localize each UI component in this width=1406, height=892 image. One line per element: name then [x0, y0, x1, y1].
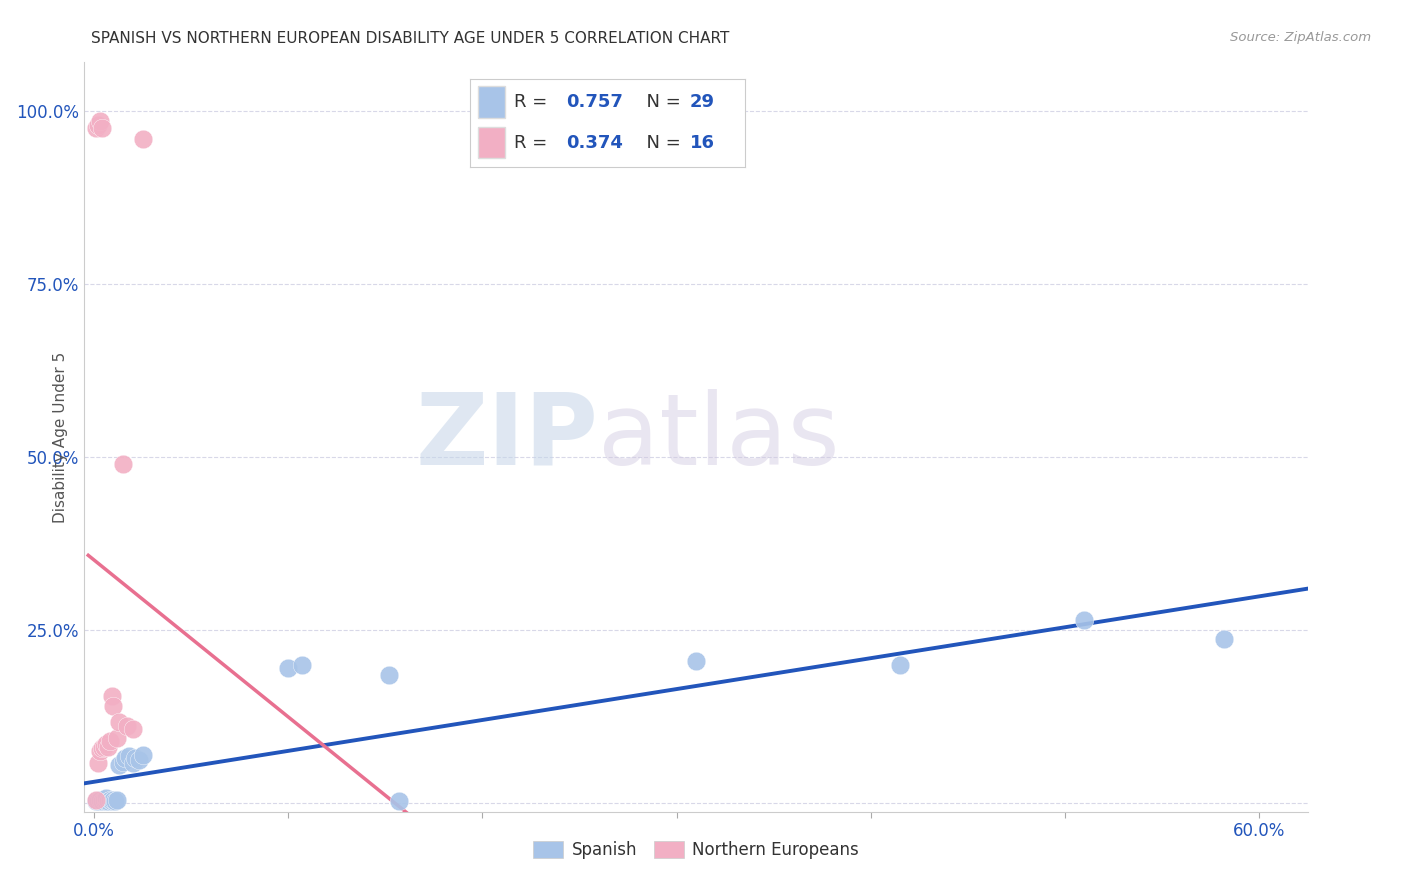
Point	[108, 758, 131, 772]
Point	[103, 699, 125, 714]
Point	[388, 794, 411, 808]
Text: ZIP: ZIP	[415, 389, 598, 485]
Text: atlas: atlas	[598, 389, 839, 485]
Point	[97, 794, 120, 808]
Point	[685, 655, 707, 669]
Point	[104, 794, 127, 808]
Text: Source: ZipAtlas.com: Source: ZipAtlas.com	[1230, 31, 1371, 45]
Point	[98, 793, 121, 807]
Point	[131, 131, 153, 145]
Point	[87, 794, 110, 808]
Point	[105, 793, 128, 807]
Point	[277, 661, 299, 675]
Point	[1073, 613, 1095, 627]
Point	[1213, 632, 1236, 646]
Point	[87, 756, 110, 771]
Point	[124, 751, 146, 765]
Point	[122, 756, 145, 771]
Point	[89, 793, 111, 807]
Point	[84, 793, 107, 807]
Point	[90, 741, 112, 756]
Legend: Spanish, Northern Europeans: Spanish, Northern Europeans	[524, 832, 868, 867]
Point	[84, 794, 107, 808]
Point	[89, 114, 111, 128]
Point	[97, 739, 120, 754]
Point	[112, 755, 135, 769]
Point	[103, 793, 125, 807]
Point	[128, 754, 150, 768]
Point	[105, 731, 128, 745]
Y-axis label: Disability Age Under 5: Disability Age Under 5	[52, 351, 67, 523]
Point	[94, 794, 117, 808]
Point	[100, 794, 122, 808]
Point	[90, 121, 112, 136]
Point	[378, 668, 401, 682]
Point	[889, 657, 911, 672]
Point	[90, 794, 112, 808]
Point	[89, 744, 111, 758]
Point	[100, 689, 122, 703]
Point	[291, 657, 314, 672]
Point	[122, 722, 145, 736]
Point	[94, 790, 117, 805]
Point	[84, 121, 107, 136]
Point	[118, 749, 141, 764]
Text: SPANISH VS NORTHERN EUROPEAN DISABILITY AGE UNDER 5 CORRELATION CHART: SPANISH VS NORTHERN EUROPEAN DISABILITY …	[91, 31, 730, 46]
Point	[93, 793, 115, 807]
Point	[87, 118, 110, 132]
Point	[114, 751, 136, 765]
Point	[94, 737, 117, 751]
Point	[112, 457, 135, 471]
Point	[98, 734, 121, 748]
Point	[108, 714, 131, 729]
Point	[131, 747, 153, 762]
Point	[115, 719, 138, 733]
Point	[93, 739, 115, 754]
